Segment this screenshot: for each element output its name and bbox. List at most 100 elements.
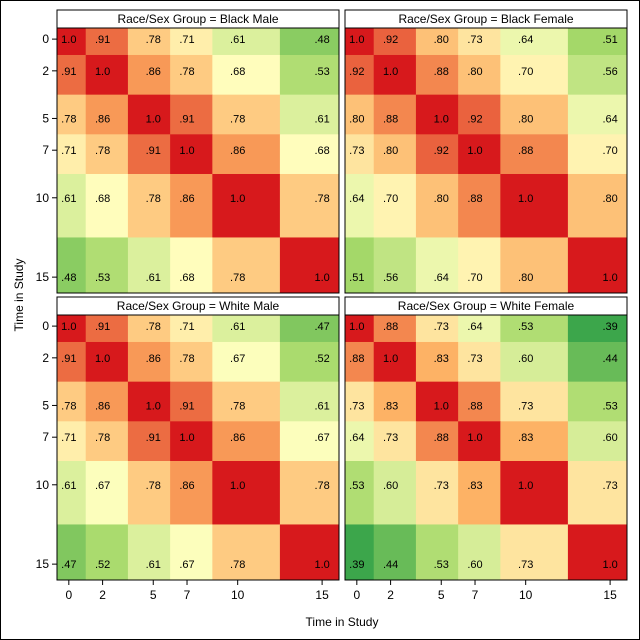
cell-label: .78 — [146, 34, 161, 46]
heatmap-cell — [212, 460, 281, 525]
heatmap-cell — [57, 134, 87, 175]
cell-label: .73 — [518, 400, 533, 412]
cell-label: .61 — [61, 480, 76, 492]
heatmap-cell — [415, 237, 459, 294]
heatmap-cell — [345, 237, 375, 294]
x-tick-label: 0 — [65, 588, 72, 602]
heatmap-cell — [279, 134, 340, 175]
cell-label: .51 — [349, 272, 364, 284]
heatmap-cell — [85, 54, 129, 96]
cell-label: .83 — [434, 353, 449, 365]
y-axis-label: Time in Study — [12, 259, 26, 332]
cell-label: .53 — [602, 400, 617, 412]
cell-label: .61 — [314, 400, 329, 412]
heatmap-cell — [170, 315, 213, 343]
x-tick-label: 2 — [99, 588, 106, 602]
heatmap-cell — [279, 173, 340, 238]
cell-label: .88 — [434, 66, 449, 78]
heatmap-cell — [212, 315, 281, 343]
heatmap-cell — [57, 460, 87, 525]
panel-title: Race/Sex Group = White Female — [398, 299, 575, 313]
cell-label: 1.0 — [61, 321, 76, 333]
heatmap-cell — [415, 315, 459, 343]
cell-label: .78 — [314, 480, 329, 492]
heatmap-cell — [279, 28, 340, 56]
x-tick-label: 10 — [231, 588, 245, 602]
heatmap-cell — [170, 173, 213, 238]
cell-label: .80 — [383, 145, 398, 157]
cell-label: .53 — [349, 480, 364, 492]
cell-label: 1.0 — [602, 272, 617, 284]
cell-label: 1.0 — [146, 400, 161, 412]
heatmap-cell — [458, 54, 501, 96]
heatmap-cell — [500, 421, 569, 462]
cell-label: .70 — [383, 193, 398, 205]
cell-label: .88 — [467, 193, 482, 205]
heatmap-cell — [127, 173, 171, 238]
cell-label: .92 — [434, 145, 449, 157]
heatmap-cell — [567, 315, 628, 343]
cell-label: .53 — [518, 321, 533, 333]
cell-label: .44 — [383, 559, 398, 571]
heatmap-cell — [279, 381, 340, 422]
heatmap-cell — [373, 54, 417, 96]
cell-label: 1.0 — [179, 145, 194, 157]
cell-label: .86 — [95, 113, 110, 125]
cell-label: .47 — [61, 559, 76, 571]
cell-label: .61 — [146, 272, 161, 284]
cell-label: .67 — [179, 559, 194, 571]
heatmap-cell — [127, 94, 171, 135]
x-tick-label: 5 — [438, 588, 445, 602]
heatmap-cell — [345, 381, 375, 422]
heatmap-cell — [212, 421, 281, 462]
axes-layer: 0 2 5 7 10 15 0 2 5 7 10 15 0 2 5 7 10 15 0 2 5 7 10 15 — [36, 32, 617, 602]
heatmap-cell — [345, 94, 375, 135]
heatmap-cell — [85, 134, 129, 175]
heatmap-panel: Race/Sex Group = White Female 1.0 .88 .73 .6… — [344, 296, 628, 581]
cell-label: .91 — [95, 34, 110, 46]
cell-label: .52 — [95, 559, 110, 571]
cell-label: 1.0 — [179, 432, 194, 444]
y-tick-label: 10 — [36, 191, 50, 205]
heatmap-cell — [127, 54, 171, 96]
heatmap-cell — [567, 28, 628, 56]
cell-label: .53 — [314, 66, 329, 78]
y-tick-label: 5 — [42, 111, 49, 125]
cell-label: .91 — [146, 432, 161, 444]
heatmap-cell — [345, 460, 375, 525]
heatmap-cell — [373, 341, 417, 383]
cell-label: .78 — [146, 480, 161, 492]
panels-layer: Race/Sex Group = Black Male 1.0 .91 .78 .71.… — [56, 9, 628, 581]
cell-label: .78 — [230, 113, 245, 125]
heatmap-cell — [279, 237, 340, 294]
cell-label: .78 — [230, 272, 245, 284]
cell-label: .60 — [602, 432, 617, 444]
cell-label: .73 — [518, 559, 533, 571]
heatmap-cell — [415, 28, 459, 56]
heatmap-cell — [127, 524, 171, 581]
cell-label: .80 — [602, 193, 617, 205]
panel-title: Race/Sex Group = White Male — [117, 299, 280, 313]
heatmap-cell — [170, 341, 213, 383]
heatmap-cell — [127, 28, 171, 56]
cell-label: .71 — [179, 321, 194, 333]
heatmap-cell — [57, 94, 87, 135]
heatmap-cell — [458, 237, 501, 294]
x-tick-label: 5 — [150, 588, 157, 602]
heatmap-cell — [415, 381, 459, 422]
heatmap-cell — [373, 524, 417, 581]
panel-frame — [56, 27, 340, 294]
cell-label: .47 — [314, 321, 329, 333]
heatmap-cell — [415, 134, 459, 175]
cell-label: .83 — [467, 480, 482, 492]
heatmap-cell — [170, 524, 213, 581]
heatmap-cell — [57, 315, 87, 343]
cell-label: .64 — [518, 34, 533, 46]
cell-label: .39 — [602, 321, 617, 333]
cell-label: .61 — [61, 193, 76, 205]
cell-label: .88 — [383, 321, 398, 333]
heatmap-cell — [458, 381, 501, 422]
cell-label: .44 — [602, 353, 617, 365]
cell-label: .68 — [230, 66, 245, 78]
cell-label: 1.0 — [383, 66, 398, 78]
